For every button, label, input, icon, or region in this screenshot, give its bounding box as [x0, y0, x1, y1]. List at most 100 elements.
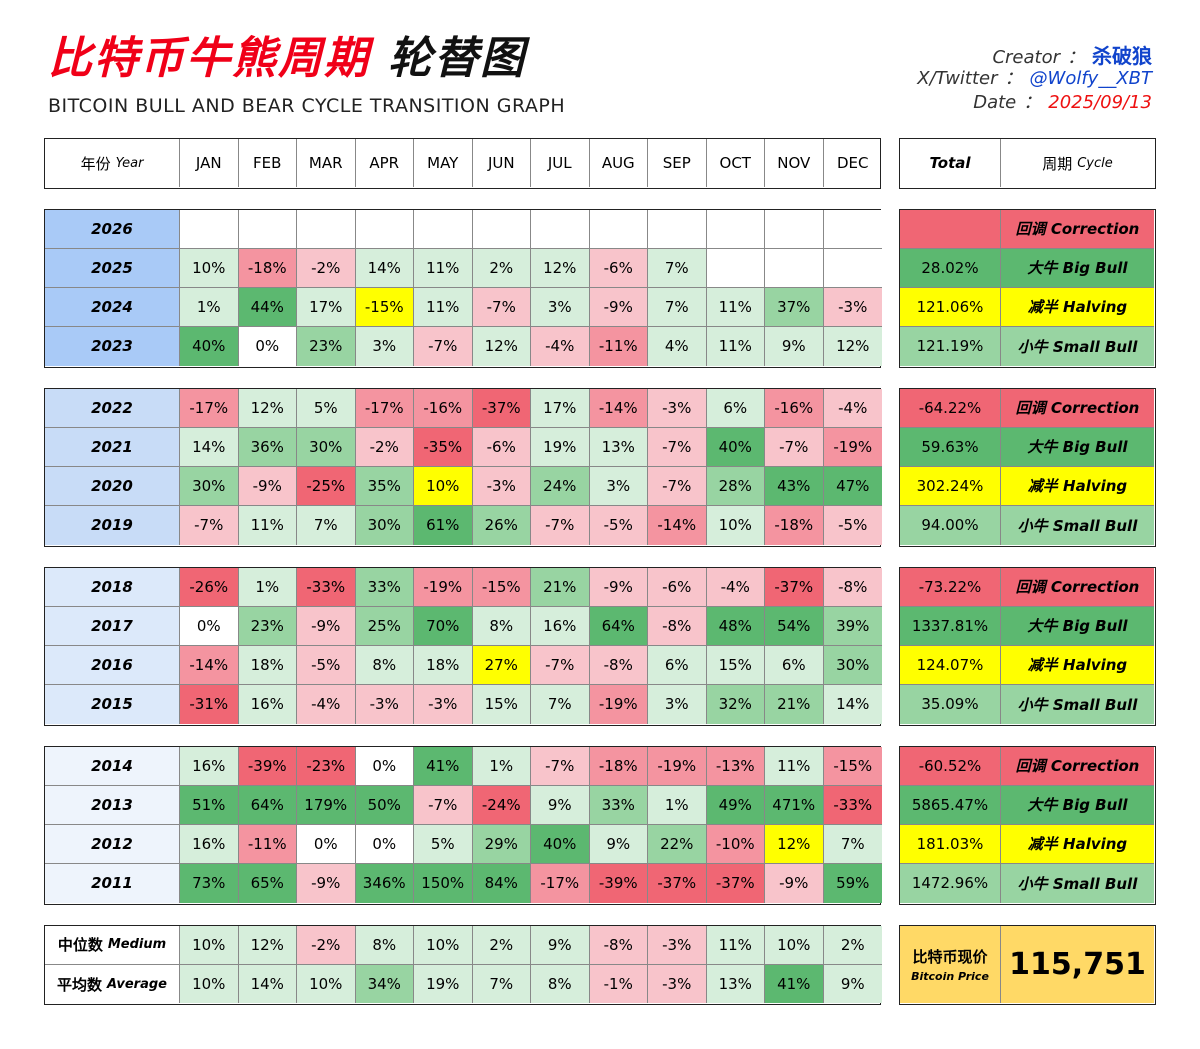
month-value-2013-dec: -33% [823, 785, 882, 825]
total-value-2011: 1472.96% [900, 863, 1001, 903]
month-value-2022-mar: 5% [297, 389, 356, 428]
month-value-2011-mar: -9% [297, 863, 356, 903]
month-value-2021-may: -35% [414, 427, 473, 467]
month-value-2016-jan: -14% [180, 645, 239, 685]
month-value-2021-feb: 36% [238, 427, 297, 467]
month-value-2017-sep: -8% [648, 606, 707, 646]
month-value-2015-jul: 7% [531, 684, 590, 724]
month-value-2024-sep: 7% [648, 287, 707, 327]
month-value-2015-jan: -31% [180, 684, 239, 724]
total-value-2015: 35.09% [900, 684, 1001, 724]
year-label-2014: 2014 [45, 747, 180, 786]
month-value-2020-mar: -25% [297, 466, 356, 506]
total-column-header: Total [900, 139, 1001, 187]
month-value-2023-mar: 23% [297, 326, 356, 366]
month-header-dec: DEC [836, 154, 869, 172]
month-value-2015-nov: 21% [765, 684, 824, 724]
month-value-2018-sep: -6% [648, 568, 707, 607]
month-value-2011-apr: 346% [355, 863, 414, 903]
month-value-2024-oct: 11% [706, 287, 765, 327]
stats-value-medium-feb: 12% [238, 926, 297, 965]
summary-row-2021: 59.63% 大牛 Big Bull [900, 427, 1154, 467]
month-value-2014-feb: -39% [238, 747, 297, 786]
cycle-table-group-4: 2014 16% -39% -23% 0% 41% 1% -7% -18% -19% -13% 11%… [44, 746, 882, 905]
cycle-column-header: 周期 Cycle [1001, 139, 1154, 187]
month-value-2013-feb: 64% [238, 785, 297, 825]
month-value-2012-apr: 0% [355, 824, 414, 864]
month-value-2019-apr: 30% [355, 505, 414, 545]
month-value-2012-dec: 7% [823, 824, 882, 864]
creator-label: Creator [992, 47, 1060, 68]
stats-row-medium: 中位数 Medium 10% 12% -2% 8% 10% 2% 9% -8% -3% 11% 10% 2… [45, 926, 882, 965]
year-label-2024: 2024 [45, 287, 180, 327]
bitcoin-price-box: 比特币现价 Bitcoin Price 115,751 [899, 925, 1156, 1006]
total-value-2016: 124.07% [900, 645, 1001, 685]
month-value-2023-dec: 12% [823, 326, 882, 366]
month-value-2020-sep: -7% [648, 466, 707, 506]
month-value-2017-oct: 48% [706, 606, 765, 646]
year-label-2020: 2020 [45, 466, 180, 506]
month-value-2020-oct: 28% [706, 466, 765, 506]
month-value-2016-mar: -5% [297, 645, 356, 685]
twitter-label: X/Twitter [917, 68, 998, 89]
cycle-header-en: Cycle [1077, 155, 1113, 171]
cycle-summary-group-3: -73.22% 回调 Correction 1337.81% 大牛 Big Bull 1… [899, 567, 1156, 726]
cycle-label-2019: 小牛 Small Bull [1001, 505, 1154, 545]
month-value-2022-sep: -3% [648, 389, 707, 428]
month-value-2026-nov [765, 210, 824, 249]
stats-value-medium-dec: 2% [823, 926, 882, 965]
month-value-2020-jun: -3% [472, 466, 531, 506]
month-value-2020-apr: 35% [355, 466, 414, 506]
month-value-2016-jul: -7% [531, 645, 590, 685]
month-value-2018-feb: 1% [238, 568, 297, 607]
month-value-2026-sep [648, 210, 707, 249]
month-value-2022-jan: -17% [180, 389, 239, 428]
month-value-2012-mar: 0% [297, 824, 356, 864]
cycle-label-2020: 减半 Halving [1001, 466, 1154, 506]
cycle-table-group-3: 2018 -26% 1% -33% 33% -19% -15% 21% -9% -6% -4% -37… [44, 567, 882, 726]
table-row-2025: 2025 10% -18% -2% 14% 11% 2% 12% -6% 7% [45, 248, 882, 288]
month-value-2015-aug: -19% [589, 684, 648, 724]
month-value-2011-dec: 59% [823, 863, 882, 903]
twitter-handle-link[interactable]: @Wolfy__XBT [1029, 68, 1152, 89]
month-value-2019-nov: -18% [765, 505, 824, 545]
stats-value-medium-jul: 9% [531, 926, 590, 965]
month-value-2013-jan: 51% [180, 785, 239, 825]
stats-value-medium-apr: 8% [355, 926, 414, 965]
month-header-may: MAY [414, 139, 473, 187]
stats-value-average-aug: -1% [589, 964, 648, 1004]
month-value-2012-feb: -11% [238, 824, 297, 864]
total-value-2017: 1337.81% [900, 606, 1001, 646]
month-header-jun: JUN [473, 139, 531, 187]
month-value-2021-jan: 14% [180, 427, 239, 467]
cycle-label-2011: 小牛 Small Bull [1001, 863, 1154, 903]
date-value: 2025/09/13 [1048, 92, 1152, 113]
title-cn-main: 比特币牛熊周期 [48, 33, 370, 84]
month-value-2018-oct: -4% [706, 568, 765, 607]
month-value-2026-apr [355, 210, 414, 249]
table-row-2026: 2026 [45, 210, 882, 249]
month-value-2024-dec: -3% [823, 287, 882, 327]
month-value-2016-feb: 18% [238, 645, 297, 685]
date-sep: ： [1023, 92, 1042, 113]
stats-value-average-jun: 7% [472, 964, 531, 1004]
year-label-2021: 2021 [45, 427, 180, 467]
year-label-2013: 2013 [45, 785, 180, 825]
month-header-aug: AUG [590, 139, 648, 187]
summary-row-2016: 124.07% 减半 Halving [900, 645, 1154, 685]
month-value-2020-aug: 3% [589, 466, 648, 506]
year-column-header: 年份 Year [45, 139, 180, 187]
month-value-2015-apr: -3% [355, 684, 414, 724]
stats-value-average-feb: 14% [238, 964, 297, 1004]
month-value-2024-mar: 17% [297, 287, 356, 327]
stats-row-average: 平均数 Average 10% 14% 10% 34% 19% 7% 8% -1% -3% 13% 41… [45, 964, 882, 1004]
month-value-2017-may: 70% [414, 606, 473, 646]
month-value-2015-jun: 15% [472, 684, 531, 724]
summary-row-2020: 302.24% 减半 Halving [900, 466, 1154, 506]
month-value-2014-dec: -15% [823, 747, 882, 786]
month-value-2019-mar: 7% [297, 505, 356, 545]
table-row-2014: 2014 16% -39% -23% 0% 41% 1% -7% -18% -19% -13% 11%… [45, 747, 882, 786]
month-value-2013-jul: 9% [531, 785, 590, 825]
month-value-2024-jun: -7% [472, 287, 531, 327]
month-value-2020-jul: 24% [531, 466, 590, 506]
